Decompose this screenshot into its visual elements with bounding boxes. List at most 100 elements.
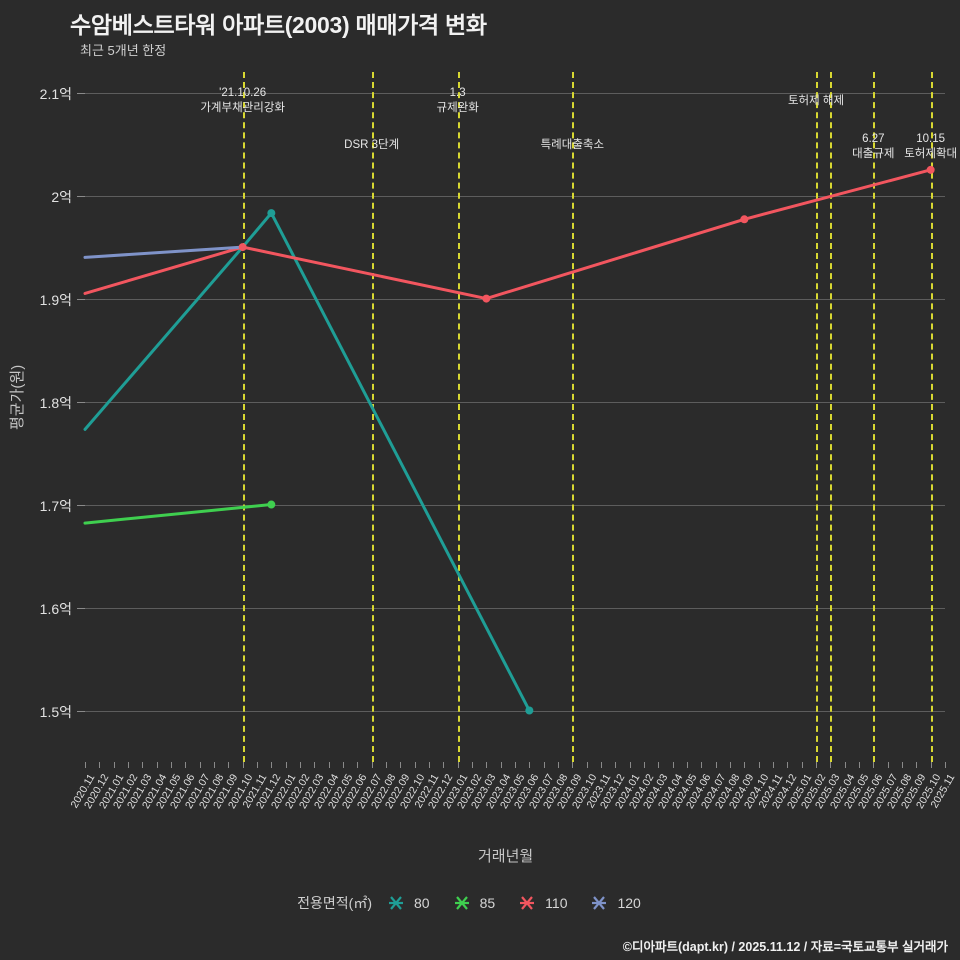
event-annotation-label: 토허제확대 [904,148,958,160]
gridline [85,298,945,300]
gridline [85,195,945,197]
legend-item-120[interactable]: 120 [589,893,641,913]
series-line-80 [83,211,531,713]
series-marker-85 [267,500,276,509]
series-marker-110 [238,243,247,252]
legend-title: 전용면적(㎡) [297,895,372,911]
series-marker-110 [740,215,749,224]
gridline [85,504,945,506]
event-annotation-date: 1.3 [449,87,466,99]
x-tick-mark [228,762,230,768]
x-tick-mark [615,762,617,768]
y-tick-label: 2.1억 [39,85,72,102]
series-group [83,165,935,715]
x-tick-mark [801,762,803,768]
event-annotation-label: 특례대출축소 [540,139,605,151]
x-tick-mark [343,762,344,768]
series-line-85 [83,503,273,525]
event-annotation: 6.27 대출규제 [852,132,894,162]
x-tick-mark [472,762,473,768]
x-tick-mark [701,762,703,768]
event-annotation-label: 규제완화 [436,102,479,114]
y-tick-mark [77,607,85,609]
event-line [457,72,460,762]
legend-label: 120 [617,895,641,911]
x-tick-mark [142,762,144,768]
legend-item-80[interactable]: 80 [386,893,430,913]
x-tick-mark [644,762,645,768]
event-annotation-label: DSR 3단계 [344,139,400,151]
x-tick-mark [558,762,559,768]
y-tick-label: 1.8억 [39,394,72,411]
event-annotation: 특례대출축소 [541,138,604,153]
x-tick-mark [601,762,602,768]
event-annotation-date: '21.10.26 [219,87,267,99]
x-tick-mark [758,762,760,768]
y-tick-mark [77,298,85,300]
x-tick-mark [787,762,789,768]
x-tick-mark [214,762,215,768]
x-tick-mark [300,762,301,768]
x-tick-mark [816,762,817,768]
x-tick-mark [586,762,588,768]
x-tick-mark [844,762,846,768]
event-line [930,72,933,762]
series-marker-110 [926,165,935,174]
chart-subtitle: 최근 5개년 한정 [80,43,167,58]
event-annotation-date: 10.15 [916,133,946,145]
event-annotation: 1.3 규제완화 [436,86,478,116]
x-tick-mark [199,762,201,768]
event-annotation: 토허제 해제 [788,94,844,109]
event-annotation: DSR 3단계 [344,138,399,153]
y-tick-label: 1.7억 [39,497,72,514]
event-line [873,72,876,762]
legend-item-110[interactable]: 110 [517,893,567,913]
y-tick-label: 1.9억 [39,291,72,308]
x-tick-mark [113,762,115,768]
x-tick-mark [672,762,674,768]
x-tick-mark [945,762,946,768]
legend-label: 80 [414,895,430,911]
x-tick-mark [629,762,631,768]
event-annotation-label: 토허제 해제 [787,95,845,107]
event-line [572,72,575,762]
y-tick-label: 1.5억 [39,703,72,720]
x-tick-mark [271,762,273,768]
plot-area: '21.10.26 가계부채관리강화 DSR 3단계 1.3 규제완화 특례대출축소 토허제… [68,72,957,811]
x-tick-mark [859,762,860,768]
y-tick-mark [77,710,85,712]
x-tick-mark [529,762,531,768]
event-annotation: 10.15 토허제확대 [904,132,957,162]
event-annotation-date: 6.27 [862,133,885,145]
x-tick-mark [572,762,574,768]
page-title: 수암베스트타워 아파트(2003) 매매가격 변화 [70,12,487,38]
x-tick-mark [386,762,387,768]
x-axis-title: 거래년월 [478,848,534,865]
series-marker-80 [267,209,276,218]
x-tick-mark [873,762,875,768]
x-tick-mark [414,762,416,768]
event-line [242,72,245,762]
legend-marker-icon [389,896,403,910]
x-tick-mark [687,762,688,768]
y-tick-label: 1.6억 [39,600,72,617]
x-tick-mark [257,762,258,768]
y-tick-mark [77,92,85,94]
x-tick-mark [429,762,430,768]
x-tick-mark [285,762,287,768]
gridline [85,92,945,94]
x-tick-mark [328,762,330,768]
legend-marker-icon [454,896,469,910]
x-tick-mark [715,762,717,768]
event-line [830,72,833,762]
x-tick-mark [128,762,129,768]
event-line [371,72,374,762]
x-tick-mark [500,762,502,768]
gridline [85,401,945,403]
x-tick-mark [242,762,244,768]
x-tick-mark [99,762,101,768]
legend-item-85[interactable]: 85 [452,893,496,913]
x-tick-mark [902,762,903,768]
legend-label: 85 [479,895,496,911]
x-tick-mark [658,762,660,768]
